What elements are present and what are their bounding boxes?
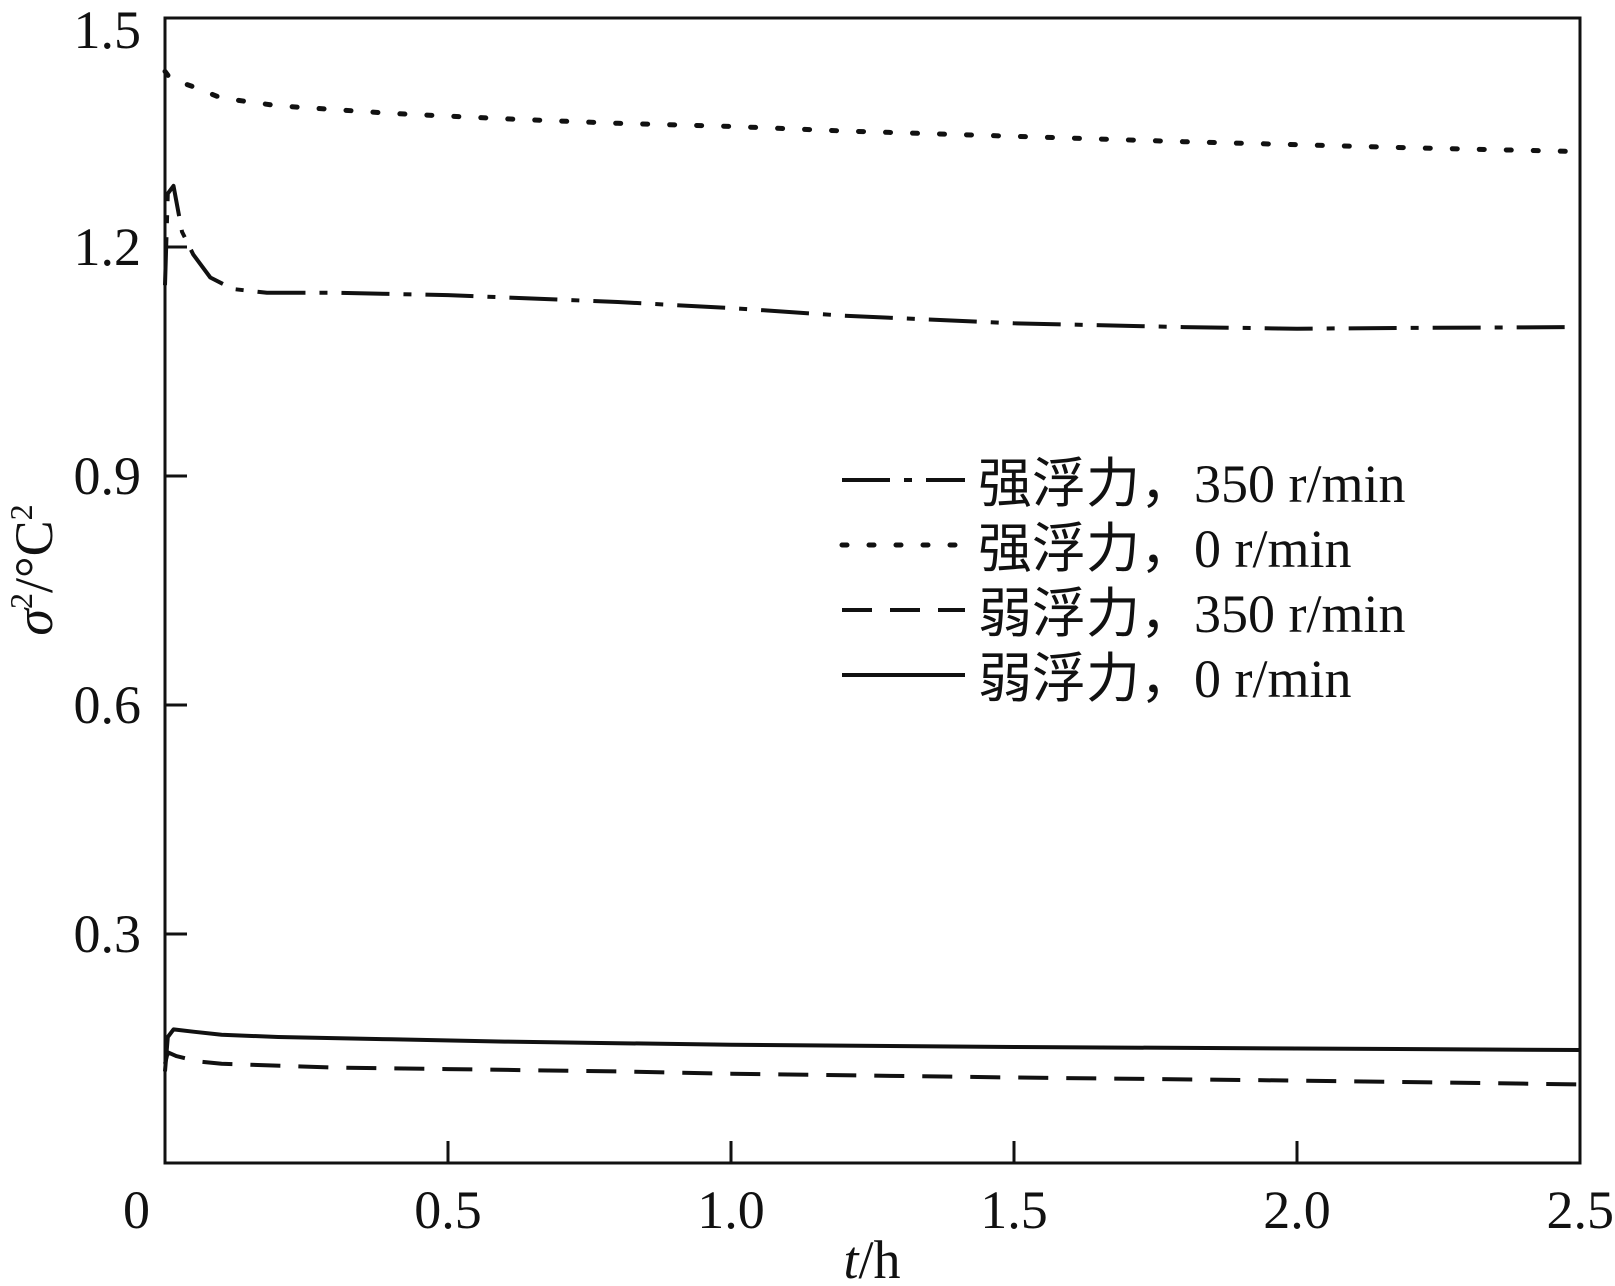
y-axis-unit: /°C — [4, 520, 64, 593]
x-axis-variable: t — [843, 1230, 860, 1286]
legend-label-2: 强浮力，0 r/min — [978, 519, 1352, 579]
y-axis-title: σ2/°C2 — [3, 504, 64, 635]
x-tick-label: 0 — [123, 1180, 150, 1240]
x-axis-ticks: 0 0.5 1.0 1.5 2.0 2.5 — [123, 1141, 1614, 1240]
y-tick-label: 0.3 — [74, 904, 142, 964]
y-tick-label: 1.2 — [74, 217, 142, 277]
series-line-1 — [163, 183, 1581, 331]
y-axis-variable-sup: 2 — [3, 593, 39, 609]
series-line-4 — [163, 1027, 1581, 1072]
y-axis-unit-sup: 2 — [3, 504, 39, 520]
plot-frame — [163, 16, 1582, 1165]
x-tick-label: 1.0 — [697, 1180, 765, 1240]
legend-label-1: 强浮力，350 r/min — [978, 454, 1406, 514]
y-tick-label: 1.5 — [74, 0, 142, 60]
legend-label-4: 弱浮力，0 r/min — [978, 649, 1352, 709]
y-axis-variable: σ — [4, 607, 64, 636]
y-tick-label: 0.9 — [74, 446, 142, 506]
x-axis-unit: /h — [859, 1230, 901, 1286]
x-tick-label: 2.0 — [1263, 1180, 1331, 1240]
series-line-3 — [163, 1050, 1581, 1087]
x-tick-label: 2.5 — [1547, 1180, 1615, 1240]
x-axis-title: t/h — [843, 1230, 900, 1286]
x-tick-label: 1.5 — [980, 1180, 1048, 1240]
x-tick-label: 0.5 — [414, 1180, 482, 1240]
y-tick-label: 0.6 — [74, 675, 142, 735]
series-layer — [162, 68, 1583, 1087]
y-axis-ticks: 0.3 0.6 0.9 1.2 1.5 — [74, 0, 187, 964]
legend-label-3: 弱浮力，350 r/min — [978, 584, 1406, 644]
series-line-2 — [162, 68, 1583, 155]
